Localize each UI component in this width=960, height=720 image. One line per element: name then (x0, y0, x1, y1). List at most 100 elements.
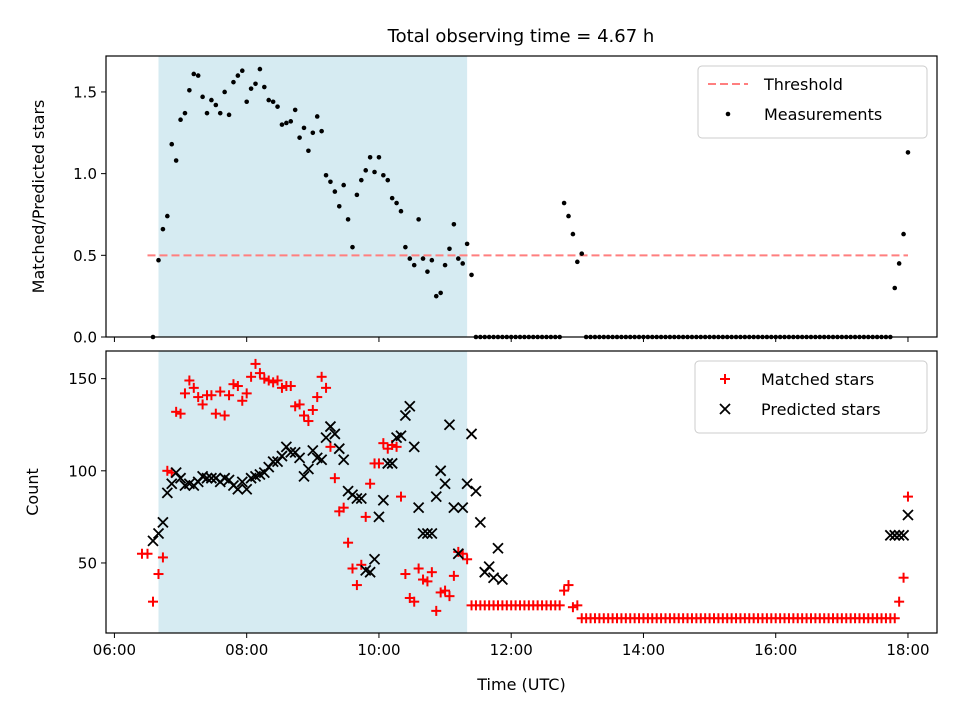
matched-star-marker (395, 491, 406, 502)
predicted-star-marker (355, 492, 367, 505)
predicted-star-marker (461, 478, 473, 490)
measurement-point (178, 117, 183, 123)
measurement-point (372, 169, 377, 175)
measurement-point (381, 172, 386, 178)
matched-star-marker (268, 377, 279, 388)
predicted-star-marker (443, 419, 456, 431)
x-tick-label: 08:00 (225, 641, 268, 659)
matched-star-marker (444, 591, 455, 602)
matched-star-marker (142, 548, 153, 559)
predicted-star-marker (897, 529, 910, 541)
predicted-star-marker (152, 527, 165, 540)
matched-star-marker (413, 563, 424, 574)
measurement-point (416, 217, 421, 222)
matched-star-marker (365, 478, 376, 489)
measurement-point (222, 89, 227, 95)
predicted-star-marker (421, 527, 434, 540)
y-tick-label: 0.5 (73, 247, 97, 265)
predicted-star-marker (452, 548, 464, 560)
measurement-point (341, 182, 346, 188)
x-axis-label: Time (UTC) (476, 675, 565, 694)
measurement-point (398, 208, 404, 214)
measurement-point (319, 128, 324, 134)
predicted-star-marker (902, 509, 914, 521)
matched-star-marker (360, 511, 371, 522)
matched-star-marker (171, 406, 182, 417)
measurement-point (301, 125, 307, 131)
measurement-point (336, 204, 342, 209)
measurement-point (182, 110, 188, 116)
matched-star-marker (321, 382, 332, 393)
measurement-point (288, 119, 294, 124)
measurement-point (310, 130, 316, 136)
measurement-point (469, 272, 474, 278)
predicted-star-marker (889, 529, 901, 541)
matched-star-marker (157, 552, 168, 563)
measurement-point (323, 172, 329, 178)
legend: Threshold Measurements (697, 65, 928, 139)
predicted-star-marker (285, 446, 297, 459)
matched-star-marker (206, 390, 217, 401)
x-tick-label: 18:00 (886, 641, 929, 659)
predicted-star-marker (382, 457, 394, 470)
matched-star-marker (153, 569, 164, 580)
measurement-point (270, 99, 276, 105)
measurement-point (244, 99, 249, 105)
measurement-point (407, 256, 413, 261)
matched-star-marker (572, 600, 583, 611)
predicted-star-marker (236, 476, 248, 488)
legend-label: Measurements (764, 105, 882, 124)
measurement-point (359, 177, 364, 183)
matched-star-marker (347, 563, 358, 574)
predicted-star-marker (395, 430, 407, 442)
matched-star-marker (241, 388, 252, 399)
matched-star-marker (422, 576, 433, 587)
measurement-point (892, 285, 898, 291)
predicted-star-marker (417, 527, 429, 540)
measurement-point (433, 293, 439, 299)
matched-star-marker (391, 441, 402, 452)
x-tick-label: 06:00 (93, 641, 136, 659)
matched-star-marker (259, 373, 270, 384)
predicted-star-marker (293, 452, 306, 464)
observing-window-shade (158, 351, 468, 633)
measurement-point (169, 141, 175, 147)
predicted-star-marker (492, 542, 504, 554)
measurement-point (156, 257, 161, 263)
matched-star-marker (246, 371, 257, 382)
matched-star-marker (567, 602, 578, 613)
predicted-star-marker (364, 566, 376, 578)
matched-star-marker (303, 416, 314, 427)
matched-star-marker (210, 408, 221, 419)
matched-star-marker (902, 491, 913, 502)
measurement-point (165, 213, 170, 219)
matched-star-marker (889, 613, 900, 624)
matched-star-marker (462, 554, 473, 565)
matched-star-marker (378, 438, 389, 449)
predicted-star-marker (439, 478, 451, 490)
predicted-star-marker (174, 472, 187, 484)
measurement-point (204, 110, 210, 116)
predicted-star-marker (893, 529, 905, 541)
measurement-point (385, 177, 391, 183)
matched-star-marker (184, 375, 195, 386)
measurement-point (403, 244, 408, 250)
predicted-star-marker (496, 573, 509, 586)
matched-star-marker (162, 465, 173, 476)
matched-star-marker (373, 458, 384, 469)
series-matched-stars (136, 358, 913, 624)
measurement-point (235, 73, 241, 78)
measurement-point (389, 195, 395, 201)
predicted-star-marker (457, 502, 469, 514)
y-tick-label: 100 (68, 462, 97, 480)
measurement-point (332, 189, 338, 194)
predicted-star-marker (373, 511, 385, 523)
matched-star-marker (298, 410, 309, 421)
predicted-star-marker (435, 465, 447, 477)
measurement-point (253, 81, 258, 87)
measurement-point (451, 221, 457, 227)
matched-star-marker (435, 587, 446, 598)
legend-x-swatch (719, 403, 731, 415)
predicted-star-marker (368, 553, 381, 565)
predicted-star-marker (412, 502, 425, 514)
